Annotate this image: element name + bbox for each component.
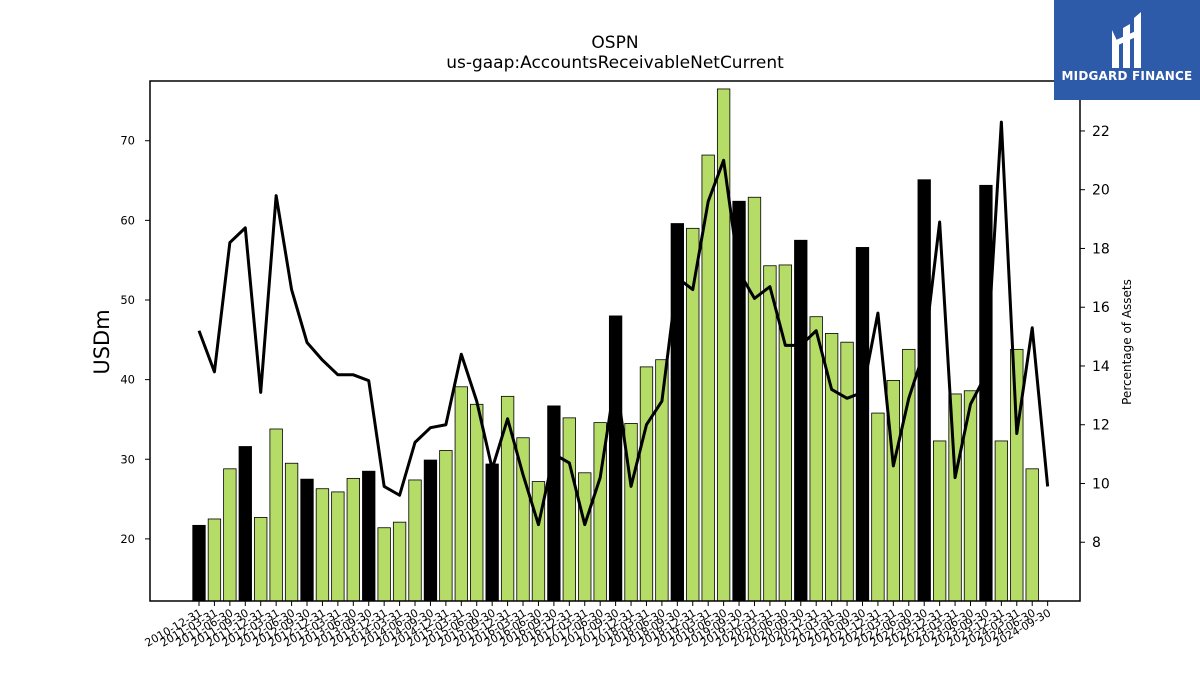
bar xyxy=(315,488,330,602)
bar xyxy=(500,395,515,602)
bar xyxy=(423,459,438,602)
bar xyxy=(562,417,576,602)
bar xyxy=(932,440,947,602)
logo-text: MIDGARD FINANCE xyxy=(1061,69,1193,83)
brand-logo: MIDGARD FINANCE xyxy=(1054,0,1200,100)
y-tick-label: 30 xyxy=(120,452,135,466)
y-tick-label: 40 xyxy=(120,373,135,387)
bar xyxy=(917,179,931,602)
bar xyxy=(284,462,299,602)
line-group xyxy=(197,120,1050,527)
bar xyxy=(238,446,252,602)
logo-mark-icon xyxy=(1112,12,1141,68)
bar xyxy=(778,264,792,602)
x-ticks-group: 2010-12-312011-03-312011-06-302011-09-30… xyxy=(143,601,1053,650)
bar xyxy=(254,516,268,602)
percentage-line xyxy=(197,120,1050,527)
y2-tick-label: 10 xyxy=(1092,476,1110,492)
bar xyxy=(1025,468,1039,602)
bar xyxy=(608,315,623,602)
bar xyxy=(1010,348,1024,602)
bar xyxy=(346,477,360,602)
bar xyxy=(377,527,391,602)
bar xyxy=(470,403,484,602)
y2-tick-label: 16 xyxy=(1092,300,1110,316)
bar xyxy=(809,316,823,602)
bar xyxy=(855,247,870,602)
bar xyxy=(269,428,283,602)
bars-group xyxy=(192,88,1039,602)
y2-tick-label: 12 xyxy=(1092,418,1110,434)
bar xyxy=(192,524,206,602)
bar xyxy=(223,468,237,602)
bar xyxy=(331,491,345,602)
plot-frame xyxy=(149,80,1081,602)
bar xyxy=(871,412,885,602)
y2-axis-label: Percentage of Assets xyxy=(1120,279,1134,405)
bar xyxy=(362,470,376,602)
bar xyxy=(794,239,808,602)
bar xyxy=(454,386,468,602)
bar xyxy=(747,196,762,602)
y2-ticks-group: 8 10 12 14 16 18 20 22 xyxy=(1080,124,1110,551)
bar xyxy=(439,450,453,602)
bar xyxy=(994,440,1009,602)
bar xyxy=(578,472,592,602)
y-tick-label: 70 xyxy=(120,134,135,148)
y2-tick-label: 14 xyxy=(1092,359,1110,375)
y2-tick-label: 18 xyxy=(1092,241,1110,257)
y-tick-label: 20 xyxy=(120,532,135,546)
y-ticks-group: 20 30 40 50 60 70 xyxy=(120,134,150,546)
y2-tick-label: 8 xyxy=(1092,535,1101,551)
bar xyxy=(639,366,654,602)
y2-tick-label: 22 xyxy=(1092,124,1110,140)
chart-title: OSPN xyxy=(591,33,638,53)
bar xyxy=(392,521,407,602)
bar xyxy=(547,405,561,602)
bar xyxy=(979,184,993,602)
y2-tick-label: 20 xyxy=(1092,183,1110,199)
bar xyxy=(763,265,777,602)
y-tick-label: 60 xyxy=(120,213,135,227)
y-axis-label: USDm xyxy=(90,309,114,374)
y-tick-label: 50 xyxy=(120,293,135,307)
bar xyxy=(300,478,314,602)
bar xyxy=(207,518,222,602)
bar xyxy=(408,479,422,602)
bar xyxy=(485,463,499,602)
chart-subtitle: us-gaap:AccountsReceivableNetCurrent xyxy=(446,53,784,73)
bar xyxy=(840,341,854,602)
